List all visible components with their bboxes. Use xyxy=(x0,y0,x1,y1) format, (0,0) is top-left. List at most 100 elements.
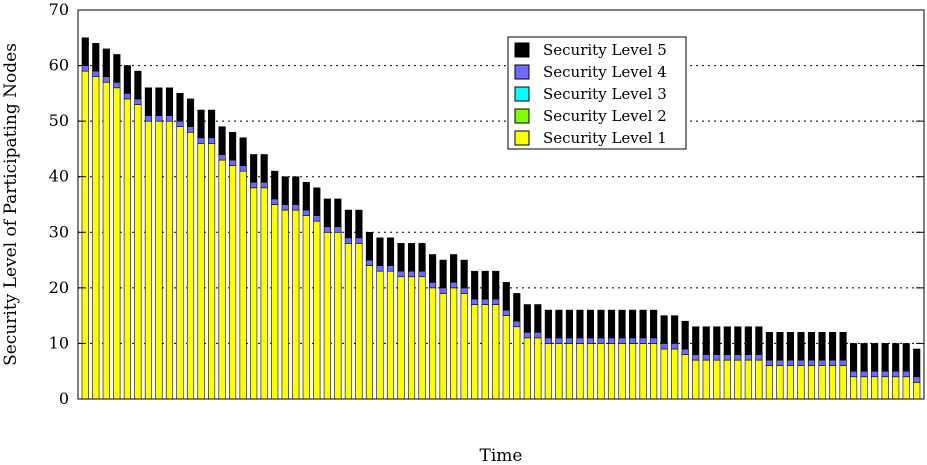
bar-group xyxy=(671,315,679,400)
bar-segment-level-1 xyxy=(702,359,710,400)
bar-group xyxy=(902,343,910,400)
bar-group xyxy=(208,109,216,400)
bar-segment-level-4 xyxy=(586,337,595,344)
bar-group xyxy=(881,343,889,400)
bar-group xyxy=(650,309,658,400)
bar-group xyxy=(81,37,89,400)
bar-segment-level-1 xyxy=(492,304,500,400)
bar-segment-level-5 xyxy=(186,98,195,128)
bar-segment-level-5 xyxy=(197,109,205,139)
y-tick-label: 40 xyxy=(49,167,69,186)
bar-segment-level-4 xyxy=(639,337,647,344)
bar-segment-level-5 xyxy=(692,326,700,355)
bar-segment-level-4 xyxy=(165,115,174,122)
bar-group xyxy=(744,326,752,400)
y-tick-label: 0 xyxy=(59,389,69,408)
bar-segment-level-4 xyxy=(471,298,479,305)
bar-segment-level-4 xyxy=(81,65,89,72)
bar-segment-level-4 xyxy=(407,270,416,278)
bar-group xyxy=(239,137,247,400)
bar-segment-level-5 xyxy=(271,170,279,200)
bar-group xyxy=(828,332,837,400)
bar-segment-level-4 xyxy=(850,370,858,378)
bar-segment-level-1 xyxy=(650,343,658,400)
bar-segment-level-4 xyxy=(702,354,710,361)
legend-label: Security Level 1 xyxy=(543,129,667,147)
bar-group xyxy=(323,198,331,400)
bar-segment-level-5 xyxy=(102,48,110,77)
bar-segment-level-1 xyxy=(323,231,331,400)
y-tick-label: 70 xyxy=(49,0,69,19)
bar-segment-level-1 xyxy=(765,365,773,400)
bar-segment-level-4 xyxy=(755,354,763,361)
bar-segment-level-1 xyxy=(376,270,384,400)
bar-segment-level-5 xyxy=(618,309,626,339)
bar-group xyxy=(607,309,616,400)
bar-segment-level-4 xyxy=(376,265,384,272)
bar-segment-level-4 xyxy=(250,181,258,189)
legend-box xyxy=(507,36,687,150)
bar-segment-level-5 xyxy=(502,281,510,311)
bar-group xyxy=(176,93,184,400)
bar-segment-level-5 xyxy=(81,37,89,66)
bar-segment-level-1 xyxy=(828,365,837,400)
bar-segment-level-5 xyxy=(302,181,310,211)
bar-segment-level-1 xyxy=(607,343,616,400)
bar-group xyxy=(302,181,310,400)
bar-segment-level-4 xyxy=(618,337,626,344)
bar-segment-level-1 xyxy=(544,343,552,400)
bar-segment-level-5 xyxy=(376,237,384,266)
bar-segment-level-1 xyxy=(807,365,816,400)
bar-segment-level-5 xyxy=(555,309,563,339)
bars xyxy=(81,37,921,400)
bar-segment-level-4 xyxy=(113,81,121,89)
bar-segment-level-4 xyxy=(502,309,510,316)
bar-group xyxy=(197,109,205,400)
bar-segment-level-5 xyxy=(144,87,152,116)
bar-group xyxy=(565,309,573,400)
bar-segment-level-4 xyxy=(186,126,195,133)
bar-segment-level-4 xyxy=(555,337,563,344)
bar-segment-level-4 xyxy=(292,204,300,211)
bar-group xyxy=(734,326,742,400)
bar-group xyxy=(144,87,152,400)
bar-segment-level-1 xyxy=(281,209,289,400)
bar-group xyxy=(765,332,773,400)
bar-segment-level-5 xyxy=(134,70,142,100)
bar-segment-level-1 xyxy=(786,365,794,400)
bar-segment-level-5 xyxy=(460,259,468,289)
bar-segment-level-5 xyxy=(765,332,773,361)
bar-group xyxy=(165,87,174,400)
bar-group xyxy=(397,243,405,400)
bar-segment-level-1 xyxy=(134,104,142,400)
bar-group xyxy=(355,209,363,400)
bar-group xyxy=(797,332,805,400)
bar-segment-level-5 xyxy=(418,243,426,272)
bar-segment-level-5 xyxy=(323,198,331,228)
bar-segment-level-1 xyxy=(576,343,584,400)
bar-segment-level-1 xyxy=(450,287,458,400)
bar-segment-level-5 xyxy=(344,209,352,239)
y-tick-label: 30 xyxy=(49,222,69,241)
bar-segment-level-1 xyxy=(418,276,426,400)
bar-segment-level-5 xyxy=(176,93,184,122)
bar-segment-level-5 xyxy=(513,293,521,322)
bar-segment-level-4 xyxy=(797,359,805,366)
bar-group xyxy=(639,309,647,400)
bar-segment-level-5 xyxy=(734,326,742,355)
bar-segment-level-4 xyxy=(513,320,521,328)
bar-segment-level-1 xyxy=(776,365,784,400)
bar-segment-level-4 xyxy=(692,354,700,361)
bar-segment-level-4 xyxy=(439,287,447,294)
bar-segment-level-1 xyxy=(176,126,184,400)
bar-group xyxy=(481,270,489,400)
bar-segment-level-4 xyxy=(271,198,279,205)
bar-segment-level-4 xyxy=(176,120,184,127)
legend-label: Security Level 5 xyxy=(543,41,667,59)
bar-segment-level-1 xyxy=(586,343,595,400)
bar-segment-level-1 xyxy=(439,293,447,400)
bar-segment-level-1 xyxy=(313,220,321,400)
grid-lines xyxy=(78,65,924,344)
bar-segment-level-4 xyxy=(734,354,742,361)
bar-group xyxy=(260,154,268,400)
